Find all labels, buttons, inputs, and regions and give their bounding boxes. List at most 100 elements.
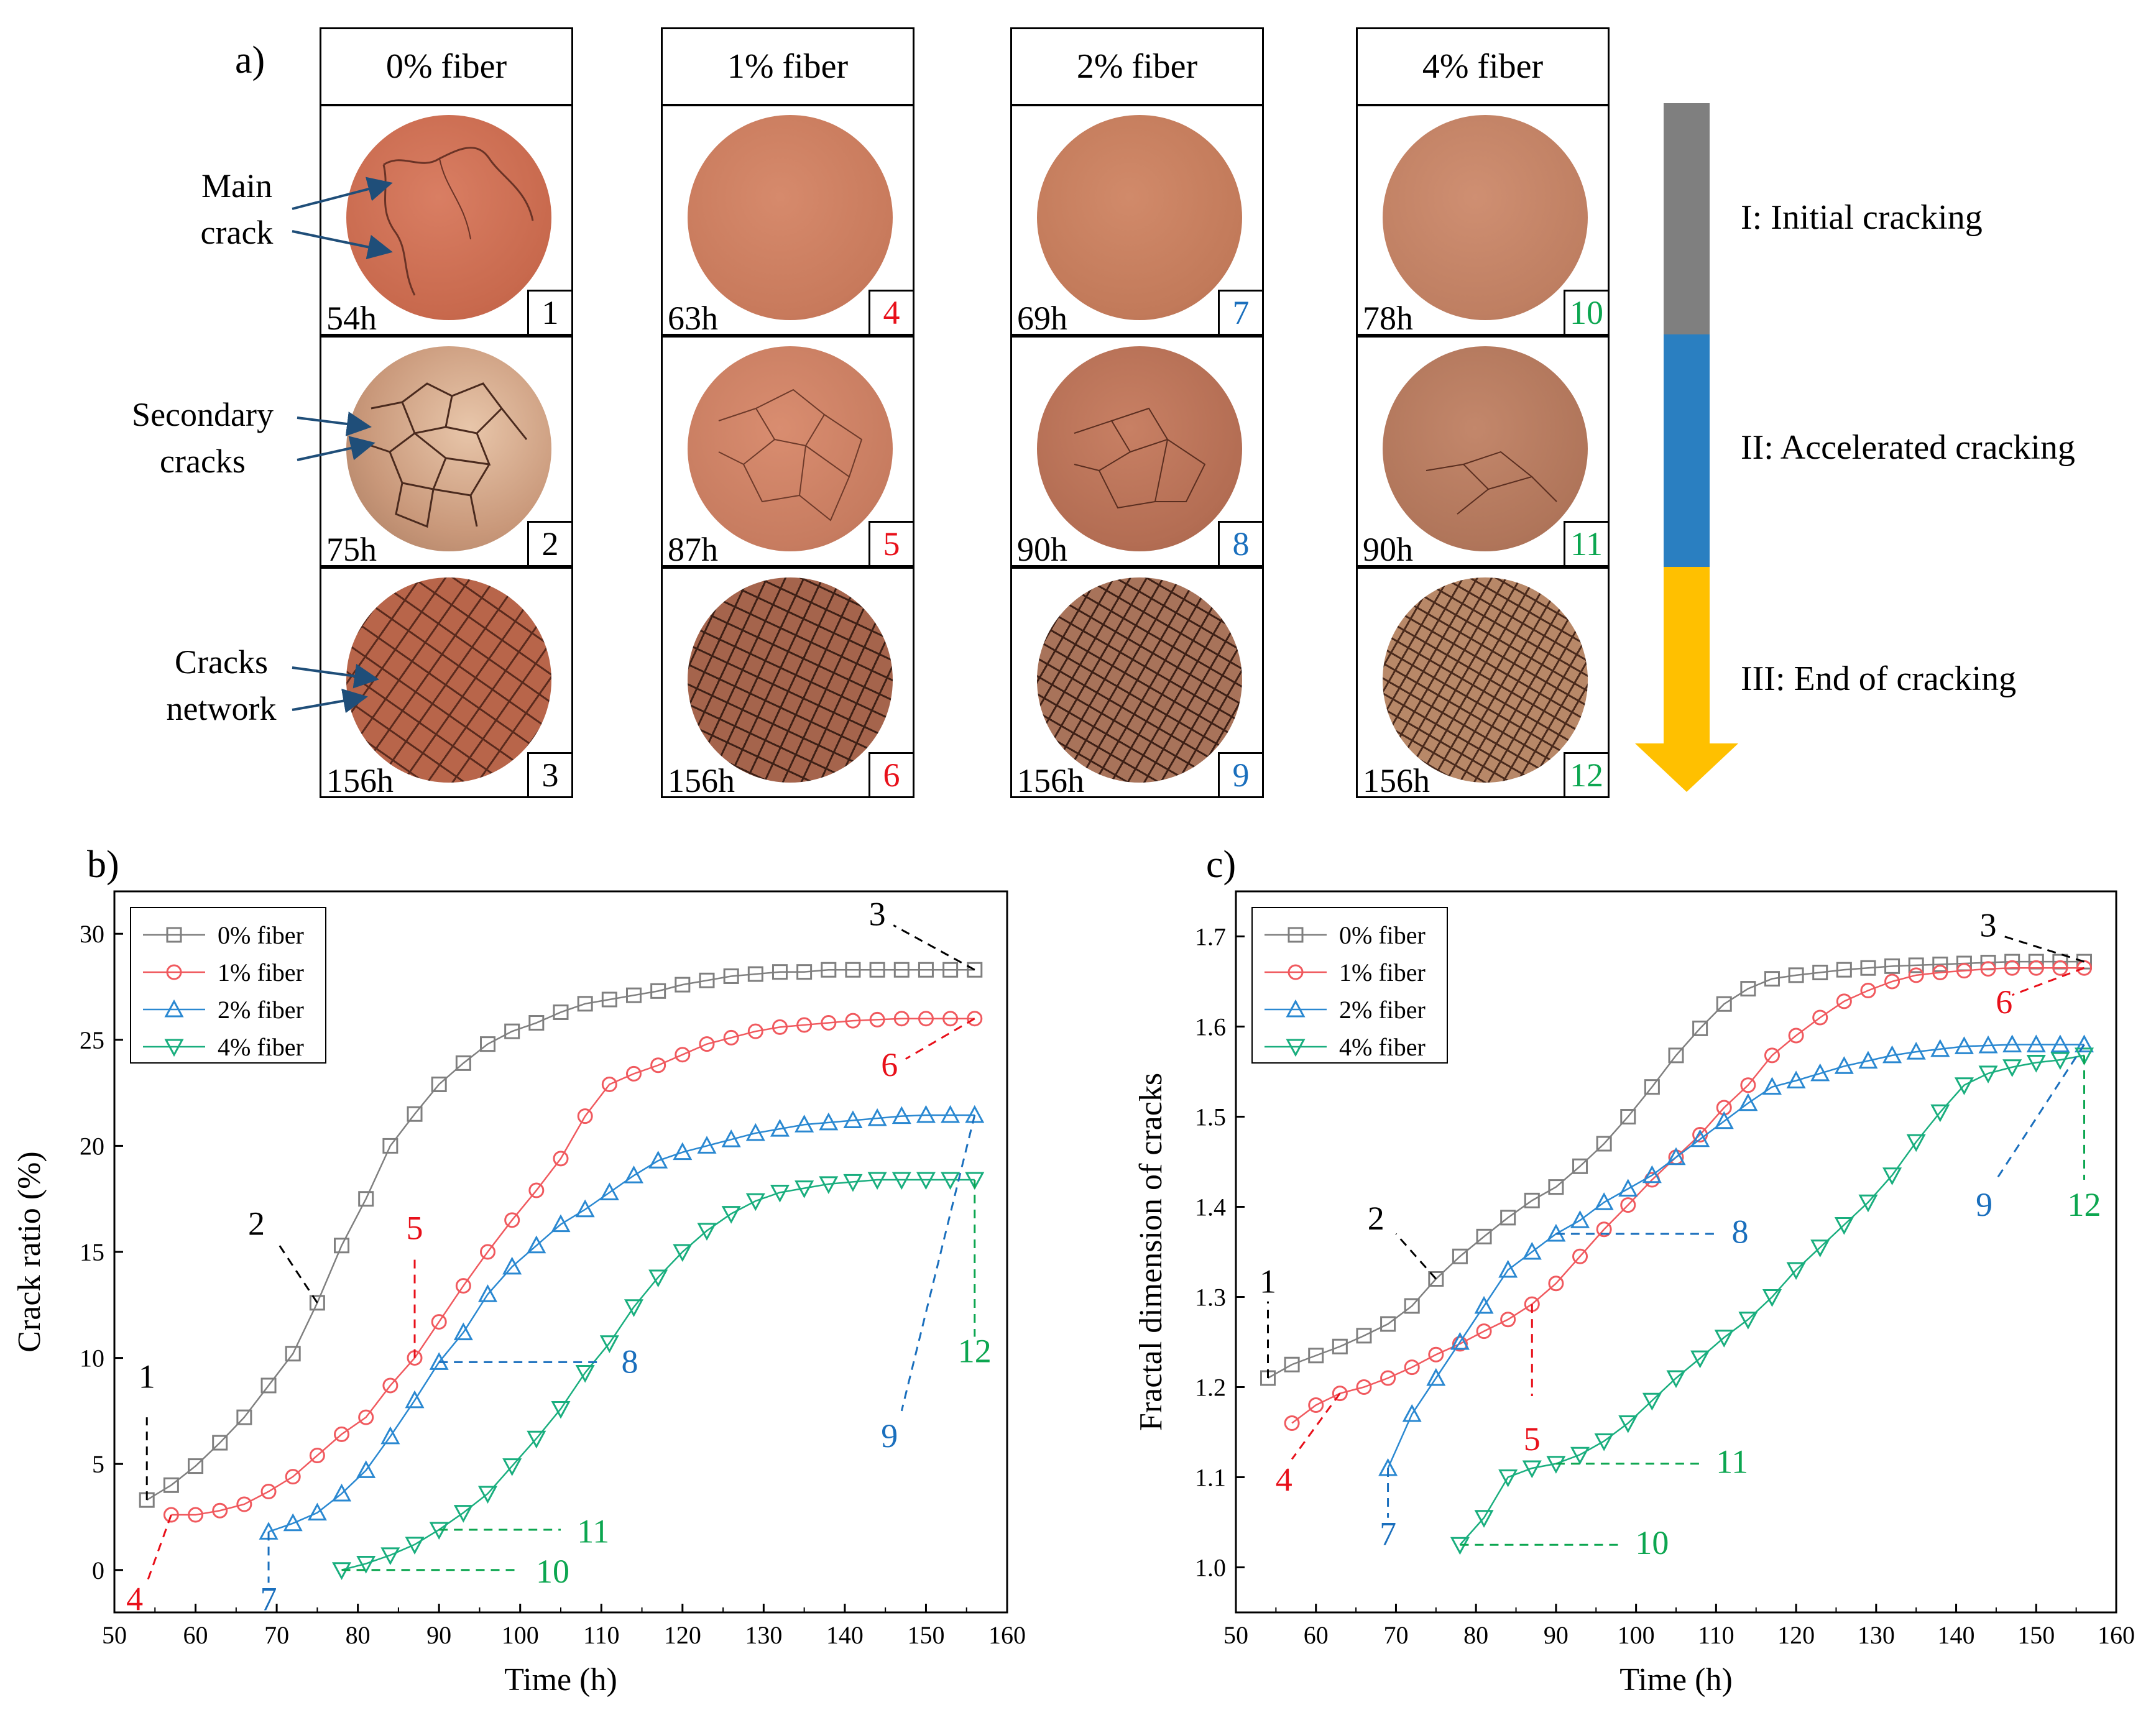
secondary-crack-lines — [718, 388, 863, 522]
series-0-fiber — [139, 962, 983, 1508]
data-point — [1620, 1197, 1636, 1213]
data-point — [1308, 1397, 1324, 1413]
sample-tile-9: 156h 9 — [1010, 567, 1264, 798]
data-point — [309, 1295, 325, 1311]
data-point — [1380, 1316, 1396, 1332]
data-point — [624, 1299, 644, 1317]
column-title-2pct: 2% fiber — [1010, 27, 1264, 106]
sample-tile-7: 69h 7 — [1010, 104, 1264, 336]
data-point — [356, 1556, 376, 1574]
data-point — [236, 1409, 252, 1425]
callout-leader — [905, 1018, 975, 1060]
legend-label: 4% fiber — [1339, 1033, 1426, 1061]
callout-leader — [275, 1241, 318, 1303]
data-point — [504, 1023, 520, 1039]
data-point — [601, 991, 617, 1008]
data-point — [1978, 1035, 1998, 1054]
data-point — [1956, 963, 1972, 979]
legend-marker — [1286, 999, 1306, 1018]
data-point — [1332, 1386, 1348, 1402]
series-2-fiber — [259, 1105, 985, 1540]
data-point — [1644, 1079, 1660, 1095]
data-point — [1836, 962, 1852, 978]
data-point — [1860, 960, 1876, 976]
data-point — [1620, 1109, 1636, 1124]
data-point — [918, 962, 934, 978]
y-tick-label: 1.1 — [1195, 1464, 1226, 1492]
x-tick-label: 90 — [1544, 1621, 1569, 1649]
panel-c-label: c) — [1206, 844, 1237, 886]
data-point — [843, 1174, 863, 1192]
callout-leader — [900, 1115, 976, 1412]
data-point — [1452, 1336, 1468, 1352]
data-point — [1882, 1045, 1902, 1064]
x-tick-label: 150 — [2017, 1621, 2055, 1649]
callout-number: 4 — [1276, 1461, 1292, 1498]
callout-8: 8 — [439, 1343, 638, 1380]
y-tick-label: 1.3 — [1195, 1284, 1226, 1312]
data-point — [407, 1106, 423, 1122]
stage-label-accelerated: II: Accelerated cracking — [1741, 428, 2075, 467]
data-point — [1500, 1210, 1516, 1226]
data-point — [916, 1172, 936, 1190]
legend: 0% fiber 1% fiber 2% fiber 4% fiber — [1251, 907, 1448, 1064]
data-point — [1906, 1041, 1926, 1060]
data-point — [745, 1193, 765, 1211]
x-tick-label: 60 — [1304, 1621, 1329, 1649]
legend-label: 0% fiber — [218, 921, 304, 949]
data-point — [795, 1180, 814, 1198]
data-point — [1690, 1350, 1710, 1369]
series-2-fiber — [1378, 1034, 2094, 1476]
data-point — [721, 1206, 741, 1224]
sample-disc — [688, 115, 893, 320]
data-point — [332, 1483, 352, 1502]
data-point — [942, 962, 959, 978]
data-point — [1692, 1020, 1708, 1036]
sample-tile-2: 75h 2 — [320, 336, 573, 567]
data-point — [1524, 1192, 1540, 1208]
callout-number: 2 — [248, 1205, 265, 1243]
data-point — [699, 972, 715, 988]
legend-marker — [1288, 927, 1304, 943]
legend-box — [1251, 907, 1448, 1064]
data-point — [723, 1029, 739, 1046]
x-tick-label: 160 — [988, 1621, 1026, 1649]
sample-number: 7 — [1218, 290, 1264, 336]
data-point — [283, 1513, 303, 1532]
callout-number: 6 — [881, 1046, 898, 1083]
data-point — [1954, 1077, 1974, 1095]
data-point — [1380, 1370, 1396, 1386]
callout-leader — [1395, 1233, 1437, 1280]
data-point — [891, 1106, 911, 1124]
data-point — [2052, 960, 2068, 976]
data-point — [1860, 983, 1876, 998]
callout-2: 2 — [1368, 1200, 1437, 1280]
sample-tile-12: 156h 12 — [1356, 567, 1610, 798]
x-tick-label: 120 — [664, 1621, 701, 1649]
data-point — [1596, 1136, 1612, 1152]
data-point — [553, 1151, 569, 1167]
data-point — [1978, 1065, 1998, 1084]
x-tick-label: 80 — [346, 1621, 371, 1649]
data-point — [2028, 960, 2044, 976]
data-point — [1522, 1241, 1542, 1260]
data-point — [673, 1142, 693, 1161]
data-point — [625, 987, 642, 1003]
data-point — [772, 1019, 788, 1035]
data-point — [527, 1430, 546, 1449]
data-point — [770, 1184, 790, 1203]
data-point — [431, 1076, 447, 1092]
data-point — [891, 1172, 911, 1190]
time-label: 75h — [326, 531, 377, 568]
x-tick-label: 90 — [426, 1621, 451, 1649]
stage-label-end: III: End of cracking — [1741, 660, 2017, 698]
data-point — [916, 1105, 936, 1123]
callout-1: 1 — [1260, 1262, 1276, 1378]
callout-4: 4 — [1276, 1392, 1341, 1498]
data-point — [2074, 1034, 2094, 1052]
data-point — [1716, 996, 1732, 1012]
data-point — [1858, 1194, 1878, 1213]
column-title-1pct: 1% fiber — [661, 27, 914, 106]
data-point — [967, 1011, 983, 1027]
callout-11: 11 — [439, 1512, 609, 1550]
